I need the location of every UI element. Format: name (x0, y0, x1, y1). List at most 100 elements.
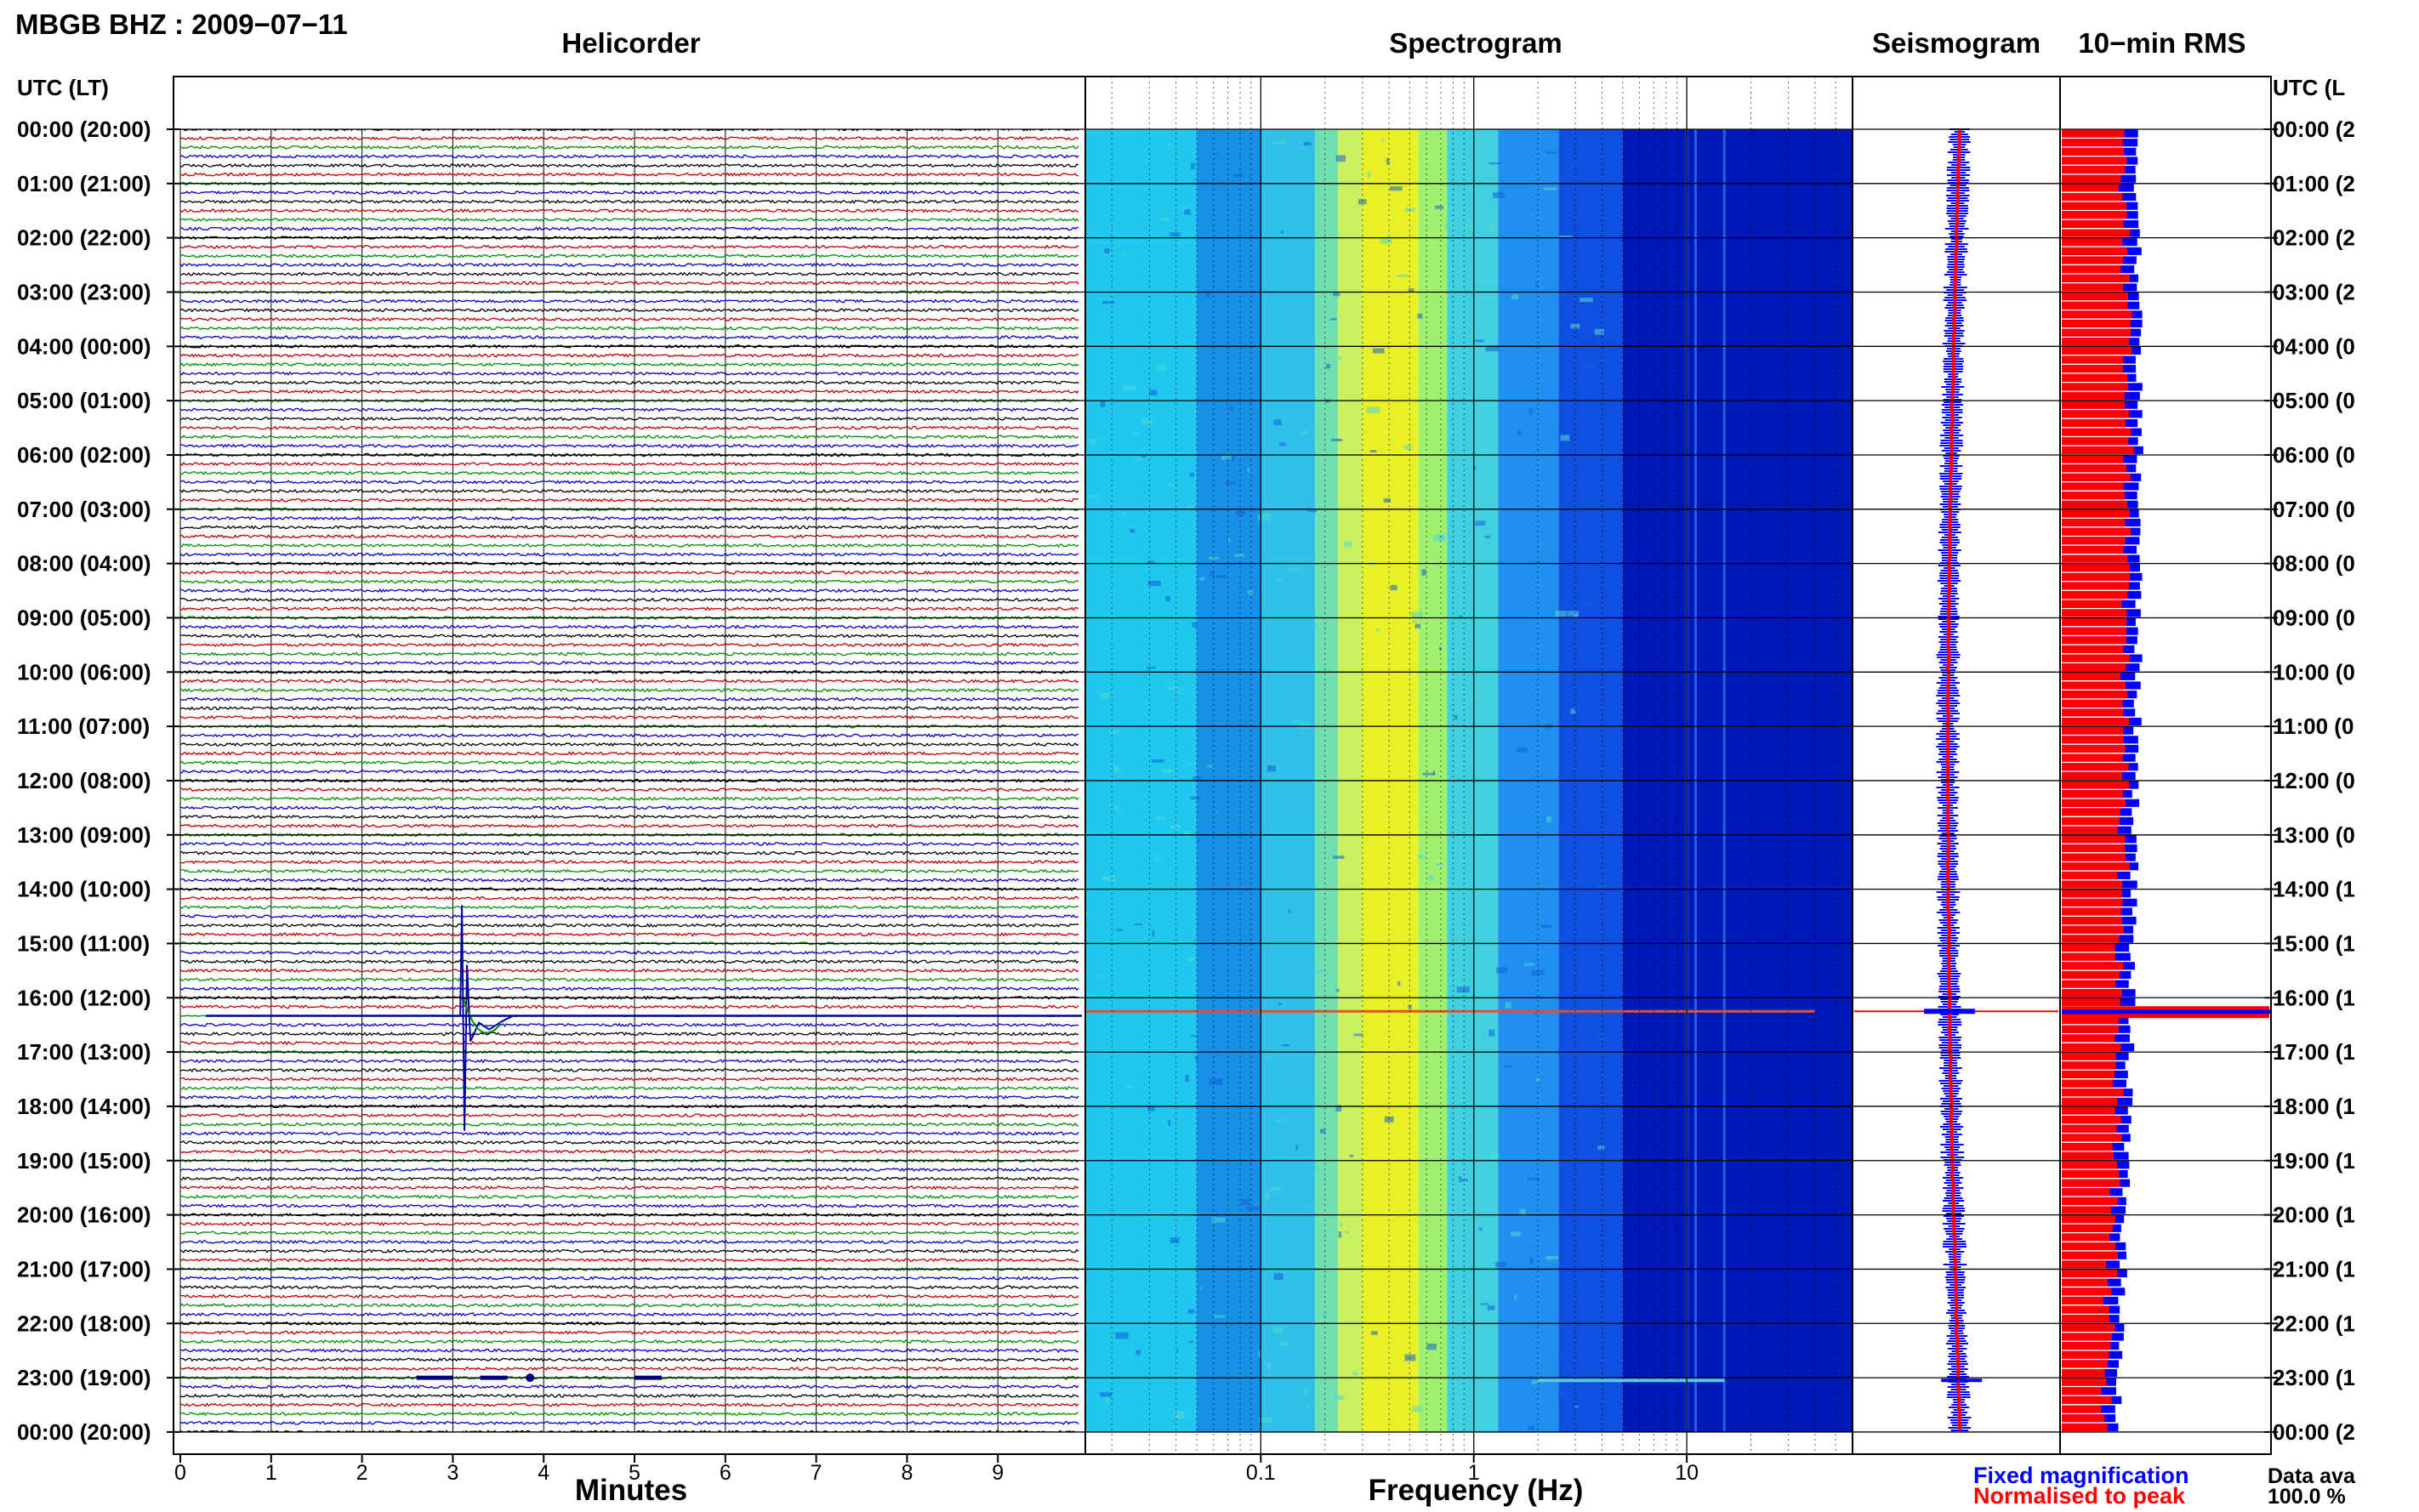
rms-normalised-bar (2062, 1061, 2116, 1070)
rms-normalised-bar (2062, 492, 2126, 500)
spectrogram-texture (1471, 694, 1483, 701)
rms-normalised-bar (2062, 1360, 2108, 1368)
spectrogram-texture (1372, 348, 1385, 354)
spectrogram-texture (1510, 1231, 1521, 1236)
right-time-label: 12:00 (0 (2273, 768, 2355, 793)
helicorder-trace (179, 217, 1079, 223)
spectrogram-texture (1101, 692, 1109, 699)
spectrogram-texture (1371, 1331, 1378, 1335)
event-coda (463, 998, 501, 1034)
rms-normalised-bar (2062, 437, 2129, 446)
rms-normalised-bar (2062, 518, 2126, 527)
rms-normalised-bar (2062, 1260, 2107, 1269)
helicorder-trace (179, 271, 1079, 276)
spectrogram-texture (1245, 1206, 1260, 1211)
spectrogram-texture (1405, 207, 1415, 212)
rms-normalised-bar (2062, 617, 2127, 627)
spectrogram-texture (1555, 611, 1567, 617)
rms-normalised-bar (2062, 401, 2126, 409)
spectrogram-texture (1559, 235, 1573, 238)
helicorder-trace (179, 742, 1079, 747)
minute-tick-label: 1 (265, 1461, 277, 1485)
helicorder-trace (179, 950, 1079, 955)
spectrogram-texture (1167, 143, 1172, 146)
helicorder-xlabel: Minutes (575, 1474, 687, 1507)
helicorder-trace (179, 416, 1079, 422)
minute-tick-label: 3 (447, 1461, 458, 1485)
left-time-labels: 00:00 (20:00) 01:00 (21:00) 02:00 (22:00) 0… (17, 117, 151, 1445)
spectrogram-texture (1280, 230, 1284, 234)
minute-tick-label: 4 (538, 1461, 549, 1485)
spectrogram-texture (1397, 274, 1409, 277)
spectrogram-texture (1534, 1012, 1538, 1015)
spectrogram-texture (1154, 855, 1161, 861)
helicorder-trace (179, 923, 1079, 928)
helicorder-trace (179, 190, 1079, 196)
helicorder-trace (179, 706, 1079, 711)
rms-normalised-bar (2062, 1333, 2112, 1341)
rms-normalised-bar (2062, 708, 2124, 717)
rms-normalised-bar (2062, 609, 2127, 617)
spectrogram-texture (1085, 912, 1089, 917)
helicorder-trace (179, 570, 1079, 575)
rms-normalised-bar (2062, 890, 2122, 898)
spectrogram-texture (1281, 1044, 1290, 1047)
spectrogram-texture (1494, 1261, 1506, 1268)
spectrogram-texture (1579, 298, 1593, 303)
spectrogram-texture (1307, 509, 1318, 513)
rms-normalised-bar (2062, 1423, 2108, 1431)
minute-tick-label: 9 (992, 1461, 1004, 1485)
spectrogram-texture (1322, 1313, 1328, 1319)
rms-normalised-bar (2062, 853, 2126, 861)
right-time-label: 02:00 (2 (2273, 225, 2355, 251)
rms-normalised-bar (2062, 1034, 2115, 1043)
rms-normalised-bar (2062, 962, 2124, 970)
spectrogram-texture (1104, 248, 1110, 253)
helicorder-trace (179, 135, 1079, 141)
spectrogram-texture (1579, 601, 1592, 606)
right-time-label: 22:00 (1 (2273, 1310, 2355, 1336)
rms-normalised-bar (2062, 736, 2124, 744)
spectrogram-texture (1488, 162, 1502, 165)
rms-normalised-bar (2062, 1378, 2107, 1386)
spectrogram-texture (1540, 924, 1551, 929)
rms-normalised-bar (2062, 935, 2120, 943)
spectrogram-texture (1520, 1208, 1526, 1216)
helicorder-trace (179, 1059, 1079, 1064)
spectrogram-texture (1113, 765, 1120, 772)
spectrogram-texture (1456, 986, 1471, 993)
helicorder-trace (179, 986, 1079, 992)
spectrogram-texture (1211, 1217, 1226, 1223)
data-availability-value: 100.0 % (2268, 1485, 2346, 1509)
helicorder-trace (179, 1221, 1079, 1226)
spectrogram-texture (1147, 560, 1155, 564)
rms-normalised-bar (2062, 681, 2126, 690)
spectrogram-texture (1135, 458, 1142, 461)
spectrogram-texture (1528, 1425, 1535, 1430)
spectrogram-texture (1338, 356, 1342, 361)
spectrogram-texture (1523, 963, 1534, 966)
spectrogram-texture (1517, 430, 1522, 435)
spectrogram-texture (1209, 556, 1219, 560)
spectrogram-texture (1106, 1396, 1109, 1404)
spectrogram-texture (1438, 533, 1445, 541)
rms-normalised-bar (2062, 545, 2124, 554)
spectrogram-texture (1189, 762, 1197, 765)
spectrogram-texture (1141, 418, 1153, 425)
spectrogram-texture (1475, 520, 1486, 526)
rms-normalised-bar (2062, 383, 2128, 391)
helicorder-trace (179, 597, 1079, 602)
helicorder-trace (180, 1357, 1079, 1362)
spectrogram-texture (1568, 162, 1577, 166)
spectrogram-texture (1194, 1056, 1198, 1061)
rms-normalised-bar (2062, 1233, 2110, 1242)
right-time-label: 05:00 (0 (2273, 388, 2355, 413)
spectrogram-texture (1147, 666, 1156, 669)
spectrogram-texture (1357, 199, 1367, 205)
spectrogram-xlabel: Frequency (Hz) (1369, 1474, 1584, 1507)
spectrogram-texture (1123, 385, 1137, 390)
rms-normalised-bar (2062, 582, 2130, 590)
spectrogram-texture (1410, 611, 1423, 618)
helicorder-trace (179, 1022, 1079, 1027)
helicorder-trace (179, 244, 1079, 249)
